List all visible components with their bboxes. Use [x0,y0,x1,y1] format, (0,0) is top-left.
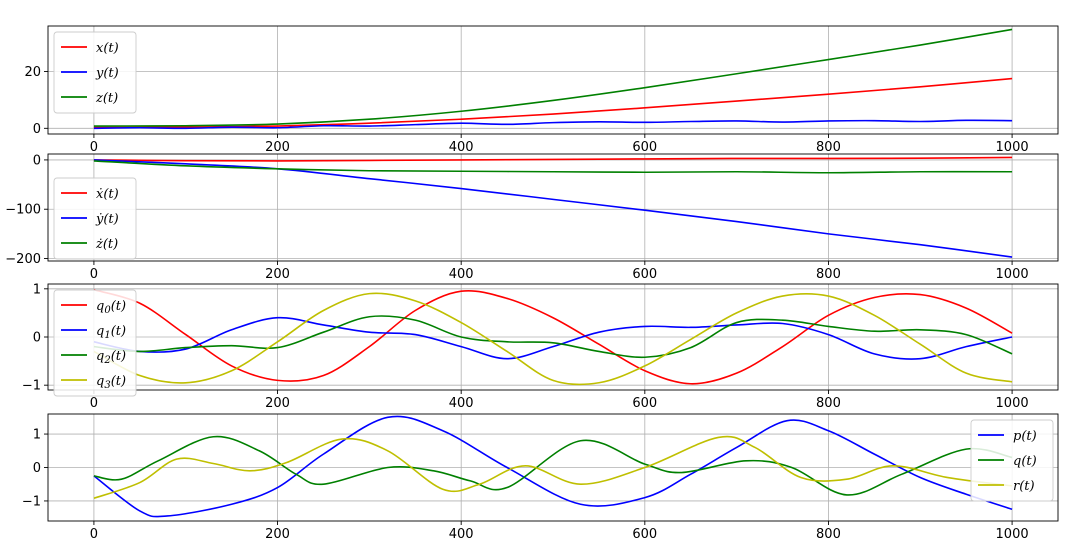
y-tick-label: 1 [33,428,41,443]
y-tick-label: −1 [22,494,41,509]
x-tick-label: 200 [265,267,290,282]
x-tick-label: 400 [449,527,474,542]
legend-entry: p(t) [1013,429,1037,444]
y-tick-label: 0 [33,331,41,346]
legend-entry: z(t) [95,91,118,106]
x-tick-label: 400 [449,396,474,411]
x-tick-label: 1000 [996,396,1029,411]
y-tick-label: 0 [33,153,41,168]
y-tick-label: 0 [33,122,41,137]
legend-entry: q2(t) [96,349,126,366]
y-tick-label: −200 [5,252,41,267]
x-tick-label: 600 [632,527,657,542]
x-tick-label: 1000 [996,267,1029,282]
series-line-3 [93,315,1013,359]
series-line-1 [93,77,1013,129]
y-tick-label: 0 [33,461,41,476]
x-tick-label: 400 [449,140,474,155]
legend-entry: r(t) [1013,479,1035,494]
x-tick-label: 0 [90,527,98,542]
series-line-1 [93,156,1013,162]
legend-entry: q1(t) [96,324,126,341]
y-tick-label: 20 [24,65,41,80]
axes-frame [47,153,1059,262]
x-tick-label: 1000 [996,527,1029,542]
y-tick-label: −1 [22,379,41,394]
x-tick-label: 800 [816,396,841,411]
series-line-2 [93,316,1013,360]
series-line-1 [93,289,1013,385]
x-tick-label: 800 [816,140,841,155]
x-tick-label: 600 [632,140,657,155]
legend-entry: x(t) [96,41,119,56]
legend-entry: ẏ(t) [95,212,119,227]
x-tick-label: 0 [90,140,98,155]
x-tick-label: 600 [632,396,657,411]
series-line-2 [93,119,1013,130]
axes-frame [47,25,1059,135]
legend-entry: ẋ(t) [96,187,119,202]
x-tick-label: 0 [90,267,98,282]
series-line-4 [93,292,1013,386]
legend-box [53,31,137,114]
legend: q0(t) q1(t) q2(t) q3(t) [53,289,137,397]
x-tick-label: 800 [816,267,841,282]
legend: x(t) y(t) z(t) [53,31,137,114]
x-tick-label: 200 [265,396,290,411]
series-line-2 [93,159,1013,258]
series-line-1 [93,415,1013,518]
legend-entry: y(t) [95,66,119,81]
x-tick-label: 200 [265,527,290,542]
panel-1: 0 200 400 600 800 1000 0 20 x(t) y(t) z(t) [24,25,1059,155]
legend-entry: q0(t) [96,299,126,316]
x-tick-label: 1000 [996,140,1029,155]
y-tick-label: −100 [5,203,41,218]
x-tick-label: 200 [265,140,290,155]
legend-entry: q(t) [1013,454,1037,469]
x-tick-label: 600 [632,267,657,282]
legend-box [53,177,137,260]
legend: p(t) q(t) r(t) [970,419,1054,502]
panel-2: 0 200 400 600 800 1000 0 −100 −200 ẋ(t) ẏ(t) ż(t) [5,153,1059,282]
legend: ẋ(t) ẏ(t) ż(t) [53,177,137,260]
x-tick-label: 800 [816,527,841,542]
x-tick-label: 0 [90,396,98,411]
series-line-2 [93,435,1013,496]
legend-entry: ż(t) [95,237,118,252]
legend-entry: q3(t) [96,374,126,391]
series-line-3 [93,160,1013,174]
legend-box [970,419,1054,502]
panel-4: 0 200 400 600 800 1000 1 0 −1 p(t) q(t) r(t) [22,413,1059,542]
series-line-3 [93,435,1013,500]
legend-box [53,289,137,397]
x-tick-label: 400 [449,267,474,282]
series-line-3 [93,28,1013,127]
y-tick-label: 1 [33,282,41,297]
panel-3: 0 200 400 600 800 1000 1 0 −1 q0(t) q1(t) q2(t) q3(t… [22,282,1059,411]
